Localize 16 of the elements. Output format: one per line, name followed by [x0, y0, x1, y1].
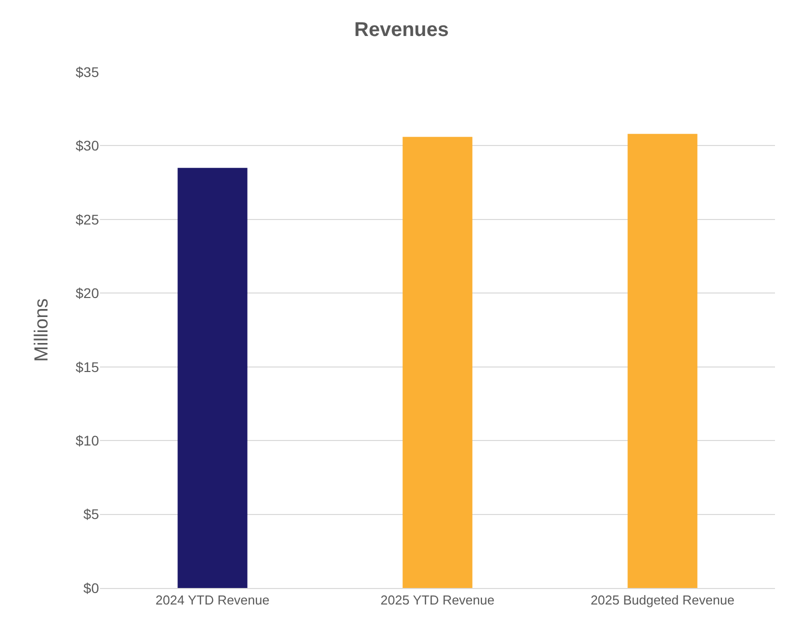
y-tick-label: $15: [76, 358, 100, 375]
x-tick-label: 2025 YTD Revenue: [380, 592, 494, 608]
x-tick-label: 2024 YTD Revenue: [156, 592, 270, 608]
y-tick-label: $20: [76, 285, 100, 302]
y-tick-label: $5: [83, 506, 100, 522]
chart-title: Revenues: [354, 18, 449, 41]
x-tick-label: 2025 Budgeted Revenue: [590, 592, 734, 608]
y-tick-label: $25: [76, 211, 100, 228]
bar: [628, 134, 698, 588]
y-tick-label: $0: [83, 580, 100, 596]
y-tick-label: $30: [76, 138, 100, 154]
bar: [402, 136, 472, 588]
y-axis-title: Millions: [31, 298, 52, 362]
bar: [178, 168, 248, 588]
y-tick-label: $10: [76, 432, 100, 448]
y-tick-label: $35: [76, 64, 100, 80]
